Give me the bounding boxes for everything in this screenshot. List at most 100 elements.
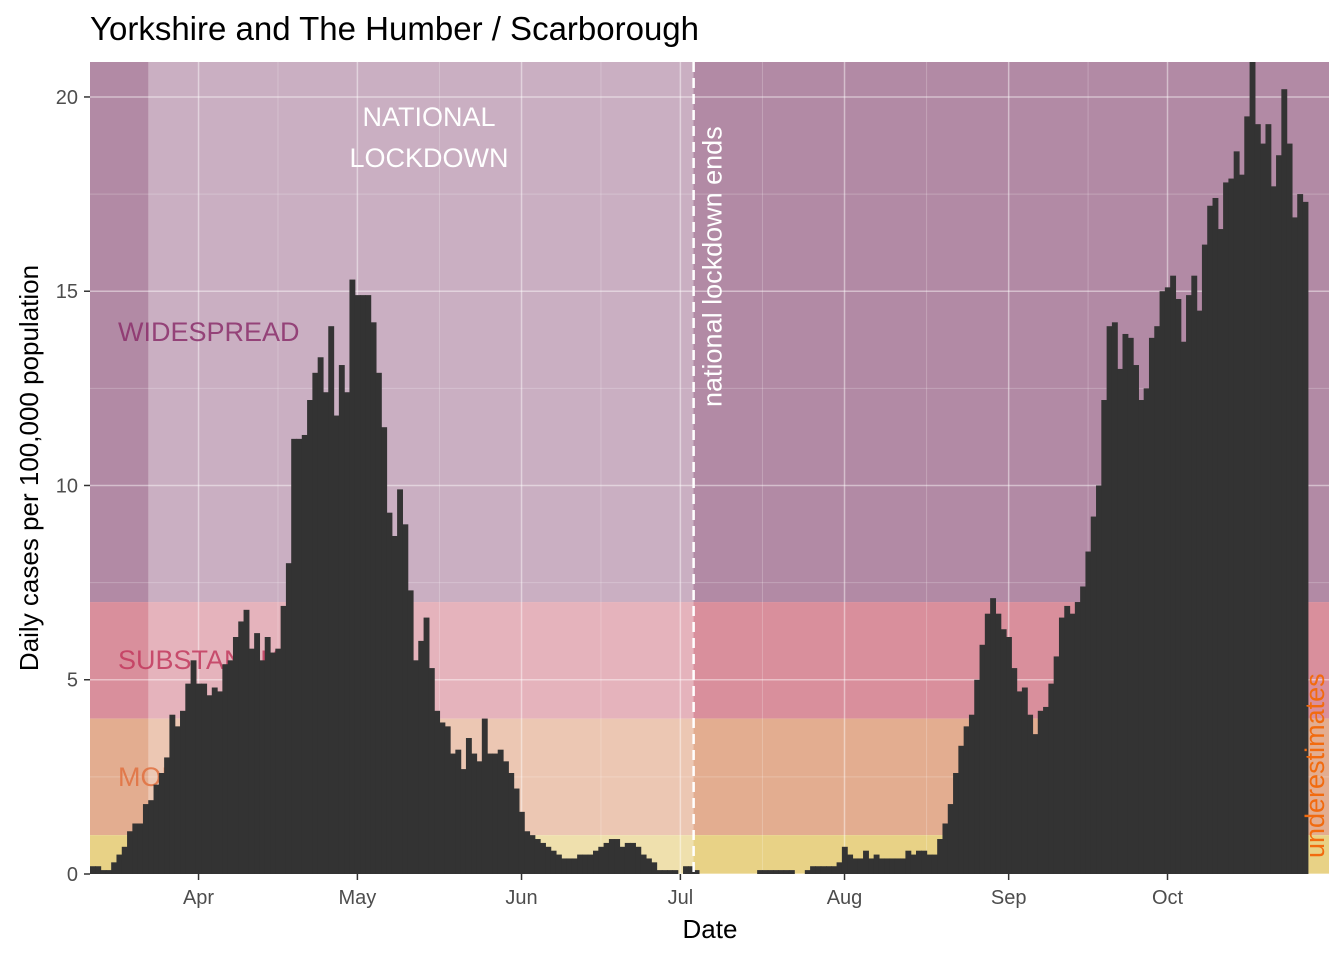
underestimates-label: underestimates (1300, 673, 1330, 858)
bar (412, 660, 419, 874)
x-tick-label: Apr (183, 887, 214, 909)
bar (937, 839, 944, 874)
bar (894, 858, 901, 874)
bar (593, 850, 599, 874)
bar (640, 854, 647, 874)
bar (471, 753, 478, 874)
bar (1196, 310, 1203, 874)
bar (1106, 326, 1113, 874)
bar (921, 850, 928, 874)
bar (555, 854, 562, 874)
bar (1037, 710, 1044, 874)
bar (444, 726, 451, 874)
bar (540, 842, 546, 874)
bar (381, 427, 388, 874)
bar (1233, 151, 1240, 875)
bar (1085, 551, 1092, 874)
bar (1302, 201, 1309, 874)
bar (1064, 605, 1071, 874)
bar (460, 769, 467, 874)
bar (810, 866, 816, 874)
bar (386, 512, 393, 874)
bar (815, 866, 822, 874)
bar (1249, 62, 1256, 874)
bar (1207, 205, 1214, 874)
bar (365, 295, 372, 874)
bar (195, 683, 202, 874)
bar (582, 854, 589, 874)
bar (238, 621, 245, 874)
x-tick-label: Jul (668, 887, 694, 909)
y-axis-title: Daily cases per 100,000 population (14, 265, 44, 671)
bar (307, 400, 313, 874)
bar (174, 726, 181, 874)
bar (127, 831, 133, 874)
bar (1180, 341, 1187, 875)
bar (217, 691, 223, 874)
bar (317, 357, 324, 874)
bar (423, 617, 430, 874)
bar (831, 866, 838, 874)
bar (180, 710, 186, 874)
bar (285, 563, 292, 874)
bar (1291, 217, 1298, 874)
bar (661, 870, 668, 874)
bar (905, 850, 912, 874)
bar (280, 605, 287, 874)
bar (630, 842, 636, 874)
bar (169, 714, 176, 874)
bar (1053, 656, 1060, 874)
bar (1186, 295, 1192, 874)
bar (450, 753, 456, 874)
bar (508, 772, 515, 874)
bar (820, 866, 827, 874)
bar (942, 823, 949, 874)
bar (164, 757, 171, 874)
bar (391, 535, 398, 874)
bar (1127, 337, 1134, 875)
bar (624, 842, 631, 874)
chart-title: Yorkshire and The Humber / Scarborough (90, 10, 699, 47)
bar (603, 842, 610, 874)
bar (841, 846, 848, 874)
bar (524, 831, 531, 874)
bar (439, 722, 446, 874)
bar (1217, 229, 1224, 874)
lockdown-end-label: national lockdown ends (698, 126, 728, 407)
bar (211, 687, 218, 874)
bar (1276, 155, 1282, 875)
bar (481, 718, 488, 874)
bar (884, 858, 891, 874)
bar (974, 679, 981, 874)
bar (402, 524, 409, 874)
bars (90, 62, 1309, 875)
bar (979, 644, 986, 874)
bar (910, 854, 917, 874)
bar (1090, 516, 1097, 874)
bar (836, 862, 843, 874)
bar (296, 438, 303, 874)
bar (635, 846, 642, 874)
bar (900, 858, 907, 874)
bar (958, 745, 965, 874)
bar (354, 295, 361, 874)
bar (1212, 197, 1219, 875)
bar (322, 392, 329, 874)
bar (338, 365, 345, 874)
bar (254, 633, 261, 874)
bar (1170, 275, 1177, 874)
bar (312, 372, 319, 874)
bar (201, 683, 208, 874)
y-tick-label: 15 (56, 281, 78, 303)
bar (1154, 326, 1161, 874)
bar (476, 761, 483, 874)
bar (656, 870, 663, 874)
bar (1265, 124, 1272, 874)
bar (619, 846, 626, 874)
bar (1074, 602, 1081, 874)
axes: 0 5 10 15 20 Apr May Jun Jul Aug Sep Oct (56, 87, 1184, 909)
bar (1027, 714, 1034, 874)
lockdown-label-line2: LOCKDOWN (349, 143, 508, 173)
bar (577, 854, 584, 874)
